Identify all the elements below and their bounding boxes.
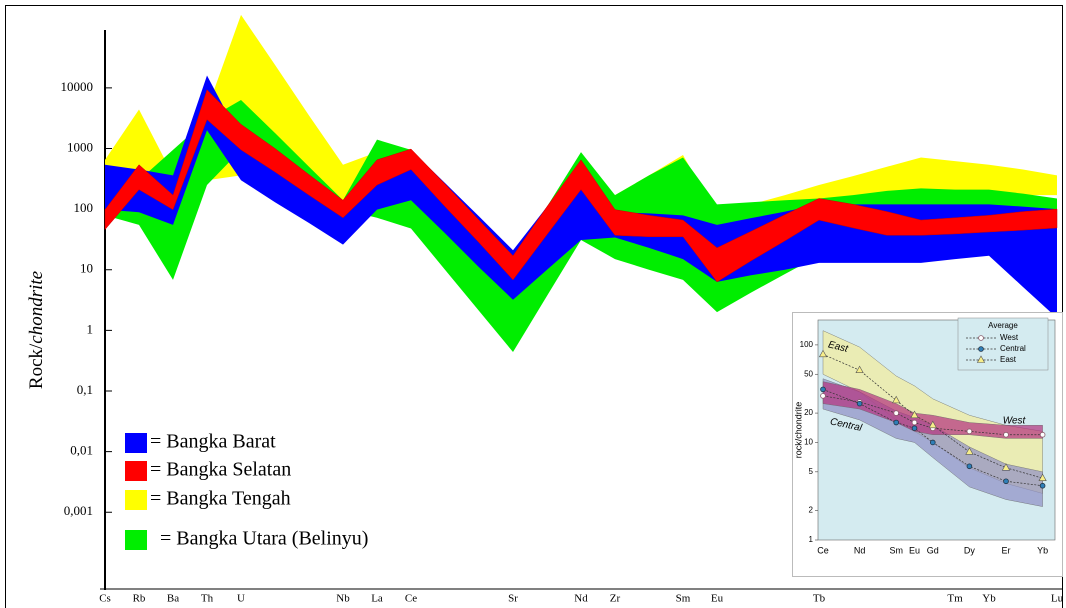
x-tick-label: Lu (1051, 593, 1064, 605)
inset-legend-label: West (1000, 333, 1019, 342)
inset-y-tick-label: 1 (809, 535, 814, 544)
legend-swatch (125, 490, 147, 510)
inset-point (1038, 473, 1047, 482)
inset-chart: rock/chondrite 1 2 5 10 20 50 100 Ce Nd Sm Eu Gd Dy E… (792, 312, 1063, 577)
x-tick-label: Ce (405, 593, 417, 605)
inset-legend-marker (978, 346, 984, 352)
x-tick-label: Yb (982, 593, 996, 605)
inset-legend-marker (976, 355, 986, 363)
x-tick-label: U (237, 593, 245, 605)
inset-legend-label: Central (1000, 344, 1026, 353)
inset-point (855, 365, 864, 374)
inset-line (822, 395, 1043, 436)
inset-point (892, 395, 901, 404)
inset-y-tick-label: 2 (809, 506, 814, 515)
x-tick-label: Tb (813, 593, 826, 605)
inset-point (856, 400, 863, 407)
y-tick-label: 10 (80, 261, 93, 276)
inset-point (818, 349, 828, 358)
y-axis-label: Rock/chondrite (26, 271, 47, 389)
main-plot: 10000 1000 100 10 1 0,1 0,01 0,001 Cs Rb Ba Th U Nb La… (61, 14, 1064, 605)
inset-annotation: East (827, 339, 850, 355)
inset-point (928, 420, 937, 429)
inset-point (929, 439, 936, 446)
y-label-part: Rock/ (26, 343, 47, 389)
x-tick-label: Nd (574, 593, 588, 605)
inset-point (966, 463, 973, 470)
legend-swatch (125, 461, 147, 481)
inset-x-tick-label: Er (1002, 545, 1011, 555)
legend-swatch (125, 433, 147, 453)
inset-point (910, 410, 919, 419)
legend-label: = Bangka Barat (150, 431, 276, 453)
inset-point (820, 386, 826, 393)
inset-y-label: rock/chondrite (793, 402, 803, 459)
legend-label: = Bangka Tengah (150, 488, 291, 510)
inset-point (911, 419, 918, 426)
x-tick-label: Sr (508, 593, 518, 605)
inset-point (1039, 482, 1046, 489)
inset-point (1003, 431, 1009, 438)
legend-label: = Bangka Utara (Belinyu) (160, 528, 368, 550)
inset-x-tick-label: Sm (889, 545, 903, 555)
inset-point (1039, 431, 1046, 438)
inset-point (1003, 478, 1009, 485)
inset-point (911, 425, 918, 431)
inset-legend-marker (978, 335, 984, 341)
y-tick-label: 10000 (61, 79, 94, 94)
inset-line (822, 354, 1043, 479)
inset-annotation: West (1003, 416, 1027, 427)
inset-point (1001, 463, 1011, 471)
x-tick-label: Ba (167, 593, 179, 605)
inset-x-tick-label: Eu (909, 545, 920, 555)
x-tick-label: La (371, 593, 383, 605)
inset-point (893, 410, 899, 416)
y-tick-label: 100 (74, 200, 94, 215)
inset-x-tick-label: Yb (1037, 545, 1048, 555)
x-tick-label: Rb (133, 593, 146, 605)
y-label-part: chondrite (26, 271, 47, 344)
x-tick-label: Tm (947, 593, 963, 605)
x-tick-label: Th (201, 593, 214, 605)
inset-x-tick-label: Dy (964, 545, 975, 555)
inset-legend-label: East (1000, 355, 1017, 364)
x-tick-label: Zr (610, 593, 621, 605)
inset-point (965, 447, 974, 455)
inset-x-tick-label: Ce (817, 545, 829, 555)
y-tick-label: 0,01 (70, 443, 93, 458)
band (105, 75, 1057, 319)
y-tick-label: 0,1 (77, 382, 93, 397)
y-tick-label: 1 (87, 321, 94, 336)
inset-legend-title: Average (988, 321, 1018, 330)
legend-swatch (125, 530, 147, 550)
inset-y-tick-label: 10 (804, 438, 813, 447)
x-tick-label: Sm (676, 593, 691, 605)
inset-legend (957, 317, 1049, 371)
x-tick-label: Eu (711, 593, 724, 605)
inset-point (820, 393, 826, 399)
inset-y-tick-label: 50 (804, 369, 813, 378)
inset-x-tick-label: Gd (927, 545, 939, 555)
inset-point (966, 428, 973, 435)
y-tick-label: 0,001 (64, 503, 93, 518)
inset-point (893, 419, 899, 426)
band (104, 89, 1058, 283)
inset-y-tick-label: 5 (809, 467, 814, 476)
y-tick-label: 1000 (67, 139, 93, 154)
inset-line (822, 389, 1043, 487)
x-tick-label: Cs (99, 593, 111, 605)
inset-y-tick-label: 20 (804, 408, 813, 417)
inset-x-tick-label: Nd (854, 545, 866, 555)
legend-label: = Bangka Selatan (150, 459, 291, 481)
inset-y-tick-label: 100 (800, 340, 814, 349)
x-tick-label: Nb (336, 593, 350, 605)
